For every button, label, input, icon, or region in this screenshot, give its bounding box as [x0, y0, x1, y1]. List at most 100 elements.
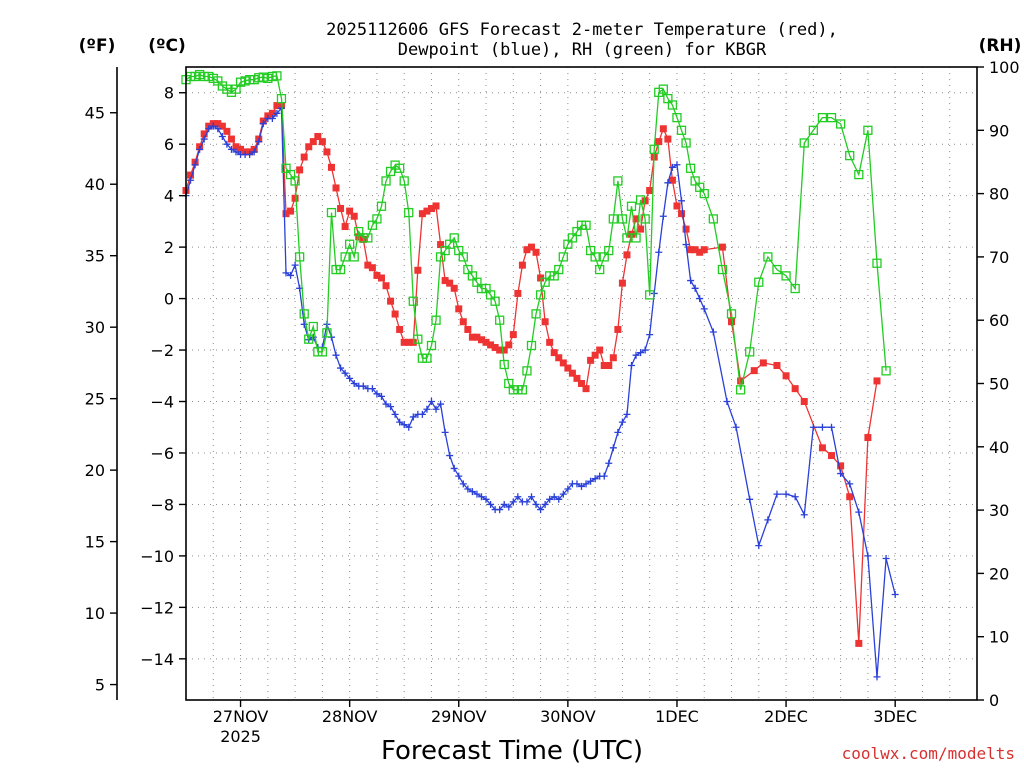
- fahrenheit-tick-label: 30: [85, 318, 105, 337]
- dewpoint-point: [496, 506, 504, 514]
- temperature-point: [678, 210, 686, 218]
- dewpoint-point: [405, 423, 413, 431]
- dewpoint-point: [273, 109, 281, 117]
- temperature-point: [323, 148, 331, 156]
- dewpoint-point: [664, 179, 672, 187]
- temperature-point: [368, 264, 376, 272]
- dewpoint-point: [659, 212, 667, 220]
- dewpoint-point: [818, 423, 826, 431]
- temperature-point: [541, 318, 549, 326]
- dewpoint-point: [396, 418, 404, 426]
- celsius-tick-label: 4: [164, 187, 174, 206]
- chart-title-line-2: Dewpoint (blue), RH (green) for KBGR: [398, 40, 767, 60]
- temperature-point: [332, 184, 340, 192]
- dewpoint-point: [400, 421, 408, 429]
- dewpoint-point: [359, 382, 367, 390]
- rh-point: [649, 144, 659, 154]
- temperature-point: [405, 338, 413, 346]
- temperature-point: [287, 207, 295, 215]
- rh-point: [745, 347, 755, 357]
- temperature-point: [327, 163, 335, 171]
- celsius-tick-label: −2: [150, 341, 174, 360]
- rh-point: [522, 366, 532, 376]
- dewpoint-point: [418, 410, 426, 418]
- dewpoint-point: [377, 392, 385, 400]
- fahrenheit-tick-label: 45: [85, 104, 105, 123]
- dewpoint-point: [350, 380, 358, 387]
- dewpoint-point: [437, 400, 445, 408]
- rh-tick-label: 80: [989, 185, 1009, 204]
- temperature-point: [300, 153, 308, 161]
- rh-point: [526, 340, 537, 351]
- rh-point: [294, 252, 305, 262]
- x-tick-label: 27NOV: [213, 707, 269, 726]
- rh-tick-label: 50: [989, 375, 1009, 394]
- dewpoint-point: [409, 413, 417, 421]
- temperature-point: [473, 333, 481, 341]
- temperature-point: [400, 338, 408, 346]
- temperature-point: [418, 210, 426, 218]
- temperature-point: [514, 289, 522, 297]
- rh-point: [408, 296, 418, 306]
- rh-point: [754, 277, 764, 287]
- temperature-point: [578, 380, 585, 387]
- rh-tick-label: 60: [989, 311, 1009, 330]
- temperature-point: [227, 135, 235, 143]
- rh-unit-label: (RH): [979, 36, 1022, 56]
- dewpoint-point: [637, 349, 645, 357]
- temperature-point: [482, 338, 490, 346]
- temperature-point: [337, 205, 345, 213]
- celsius-tick-label: −4: [150, 393, 174, 412]
- dewpoint-point: [500, 500, 508, 508]
- dewpoint-point: [828, 423, 836, 431]
- dewpoint-point: [555, 495, 563, 503]
- dewpoint-point: [578, 482, 585, 490]
- dewpoint-point: [473, 490, 481, 498]
- temperature-point: [309, 138, 317, 146]
- x-tick-label: 30NOV: [540, 707, 596, 726]
- dewpoint-point: [205, 125, 213, 133]
- temperature-point: [437, 241, 445, 249]
- fahrenheit-tick-label: 20: [85, 461, 105, 480]
- rh-point: [817, 112, 828, 123]
- chart-title-line-1: 2025112606 GFS Forecast 2-meter Temperat…: [326, 20, 838, 40]
- x-tick-label: 3DEC: [873, 707, 917, 726]
- dewpoint-point: [209, 122, 217, 130]
- temperature-point: [655, 138, 663, 146]
- rh-point: [613, 176, 623, 186]
- dewpoint-point: [673, 161, 681, 169]
- temperature-point: [700, 246, 708, 254]
- rh-point: [535, 290, 546, 300]
- rh-point: [554, 264, 564, 275]
- temperature-point: [296, 166, 304, 174]
- dewpoint-point: [873, 673, 881, 681]
- dewpoint-point: [387, 403, 395, 411]
- dewpoint-point: [200, 135, 208, 143]
- temperature-point: [218, 122, 226, 130]
- rh-point: [590, 252, 600, 262]
- dewpoint-point: [337, 364, 345, 372]
- dewpoint-point: [259, 120, 267, 128]
- fahrenheit-tick-label: 35: [85, 247, 105, 266]
- dewpoint-point: [605, 459, 613, 467]
- rh-point: [426, 340, 437, 351]
- dewpoint-point: [423, 405, 431, 413]
- rh-point: [376, 201, 387, 211]
- temperature-point: [200, 130, 208, 138]
- temperature-point: [477, 336, 485, 344]
- dewpoint-point: [864, 552, 872, 560]
- dewpoint-point: [891, 591, 899, 598]
- rh-point: [304, 334, 314, 344]
- temperature-point: [468, 333, 476, 341]
- dewpoint-point: [527, 493, 535, 501]
- x-axis-label: Forecast Time (UTC): [381, 736, 643, 766]
- temperature-point: [505, 341, 513, 349]
- temperature-point: [550, 349, 558, 357]
- temperature-point: [455, 305, 463, 313]
- dewpoint-point: [368, 385, 376, 393]
- temperature-point: [828, 452, 836, 460]
- rh-point: [363, 233, 373, 243]
- rh-point: [631, 233, 641, 243]
- temperature-point: [855, 639, 863, 647]
